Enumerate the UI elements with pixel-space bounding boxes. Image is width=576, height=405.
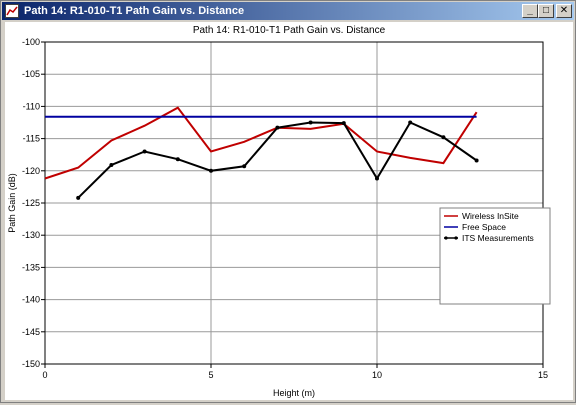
y-axis-label: Path Gain (dB): [7, 173, 17, 233]
y-tick-label: -120: [22, 166, 40, 176]
data-point-its-measurements: [242, 164, 247, 169]
chart-title: Path 14: R1-010-T1 Path Gain vs. Distanc…: [193, 25, 386, 36]
data-point-its-measurements: [109, 163, 114, 168]
data-point-its-measurements: [275, 125, 280, 130]
data-point-its-measurements: [142, 149, 147, 154]
data-point-its-measurements: [408, 120, 413, 125]
data-point-its-measurements: [341, 121, 346, 126]
data-point-its-measurements: [175, 157, 180, 162]
chart-svg: Path 14: R1-010-T1 Path Gain vs. Distanc…: [7, 25, 551, 398]
data-point-its-measurements: [441, 135, 446, 140]
data-point-its-measurements: [308, 120, 313, 125]
legend-box: [439, 207, 551, 305]
x-axis-label: Height (m): [273, 388, 315, 398]
legend-marker-its-measurements: [454, 236, 458, 240]
y-tick-label: -140: [22, 295, 40, 305]
y-tick-label: -125: [22, 198, 40, 208]
chart-area: Path 14: R1-010-T1 Path Gain vs. Distanc…: [5, 22, 573, 400]
y-tick-label: -135: [22, 262, 40, 272]
data-point-its-measurements: [76, 195, 81, 200]
y-tick-label: -105: [22, 69, 40, 79]
x-tick-label: 0: [42, 370, 47, 380]
title-bar[interactable]: Path 14: R1-010-T1 Path Gain vs. Distanc…: [2, 2, 574, 20]
legend-marker-its-measurements: [444, 236, 448, 240]
window-title: Path 14: R1-010-T1 Path Gain vs. Distanc…: [24, 5, 245, 17]
data-point-its-measurements: [474, 158, 479, 163]
y-tick-label: -115: [23, 134, 40, 144]
x-tick-label: 10: [372, 370, 382, 380]
data-point-its-measurements: [209, 168, 213, 173]
x-tick-label: 15: [538, 370, 548, 380]
x-tick-label: 5: [208, 370, 213, 380]
legend-label-its-measurements: ITS Measurements: [462, 233, 534, 243]
close-button[interactable]: ✕: [556, 4, 572, 18]
maximize-button[interactable]: □: [538, 4, 554, 18]
y-tick-label: -130: [22, 230, 40, 240]
minimize-button[interactable]: _: [522, 4, 538, 18]
data-point-its-measurements: [375, 176, 379, 181]
y-tick-label: -150: [22, 359, 40, 369]
y-tick-label: -110: [23, 101, 40, 111]
y-tick-label: -145: [22, 327, 40, 337]
legend-label-free-space: Free Space: [462, 222, 506, 232]
y-tick-label: -100: [22, 37, 40, 47]
legend-label-wireless-insite: Wireless InSite: [462, 211, 519, 221]
chart-app-icon[interactable]: [5, 4, 19, 18]
series-line-wireless-insite: [44, 106, 478, 180]
